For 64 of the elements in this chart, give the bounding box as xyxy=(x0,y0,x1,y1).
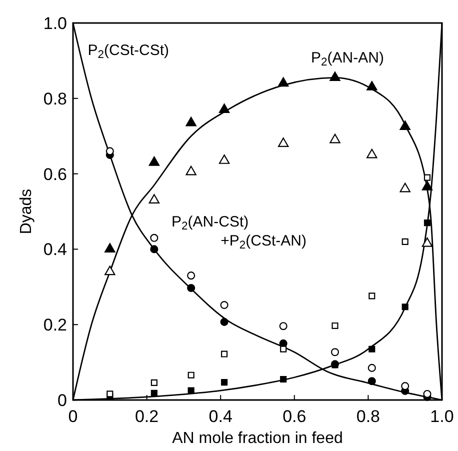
point xyxy=(188,387,194,394)
point xyxy=(330,348,340,356)
y-tick-label: 1.0 xyxy=(43,14,67,33)
point xyxy=(280,346,287,352)
x-tick-label: 0.2 xyxy=(134,407,159,426)
y-tick-label: 0 xyxy=(58,391,67,410)
point xyxy=(424,220,431,226)
point xyxy=(188,372,194,378)
point xyxy=(332,362,338,368)
point xyxy=(424,174,431,181)
point xyxy=(402,304,408,310)
point xyxy=(332,322,338,330)
point xyxy=(368,292,376,300)
point xyxy=(368,377,376,386)
point xyxy=(150,245,158,254)
point xyxy=(402,238,408,245)
annotation: P$_{2}$(AN-CSt) xyxy=(172,214,249,233)
point xyxy=(400,120,410,130)
point xyxy=(423,390,432,398)
point xyxy=(106,147,114,156)
point xyxy=(330,72,340,81)
point xyxy=(150,379,158,386)
x-axis-title: AN mole fraction in feed xyxy=(172,430,343,447)
point xyxy=(150,234,158,242)
point xyxy=(422,237,433,247)
point xyxy=(106,390,114,398)
annotation: P$_{2}$(AN-AN) xyxy=(311,50,384,69)
x-tick-label: 1.0 xyxy=(430,407,454,426)
point xyxy=(220,318,228,326)
point xyxy=(150,390,158,396)
point xyxy=(330,134,340,144)
point xyxy=(280,376,287,383)
point xyxy=(221,350,228,358)
point xyxy=(186,166,196,176)
point xyxy=(186,116,196,126)
point xyxy=(368,364,376,372)
point xyxy=(400,182,410,192)
point xyxy=(366,80,378,90)
x-tick-label: 0.4 xyxy=(208,407,232,426)
point xyxy=(279,322,288,330)
point xyxy=(104,266,116,276)
annotation: +P$_{2}$(CSt-AN) xyxy=(220,232,306,252)
point xyxy=(278,138,289,147)
y-tick-label: 0.2 xyxy=(43,316,67,335)
point xyxy=(148,156,160,166)
y-tick-label: 0.6 xyxy=(43,164,67,184)
point xyxy=(187,272,196,280)
annotation: P$_{2}$(CSt-CSt) xyxy=(88,42,170,62)
point xyxy=(104,243,116,253)
point xyxy=(148,194,160,204)
point xyxy=(368,346,376,352)
point xyxy=(218,104,230,114)
point xyxy=(278,77,289,87)
y-axis-title: Dyads xyxy=(18,188,35,234)
point xyxy=(218,154,230,164)
y-tick-label: 0.8 xyxy=(43,89,67,108)
point xyxy=(187,284,196,292)
point xyxy=(220,300,228,310)
x-tick-label: 0.6 xyxy=(282,407,306,426)
point xyxy=(366,148,378,158)
x-tick-label: 0.8 xyxy=(356,407,380,426)
point xyxy=(422,180,433,190)
point xyxy=(221,378,228,386)
y-tick-label: 0.4 xyxy=(43,240,67,260)
